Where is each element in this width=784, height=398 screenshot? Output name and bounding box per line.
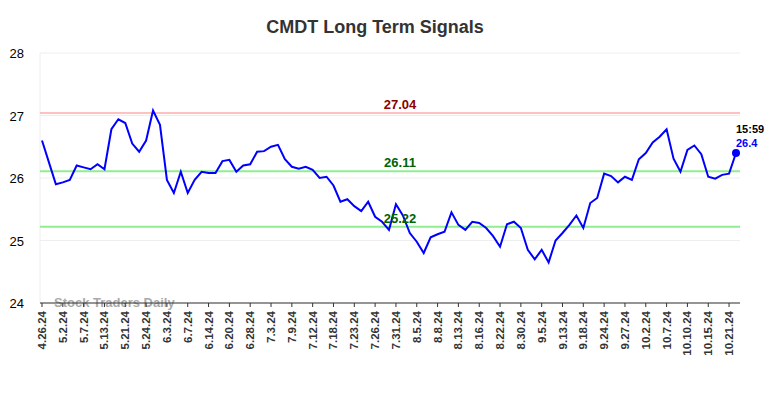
x-tick-label: 6.14.24 [203, 310, 215, 349]
x-tick-label: 7.3.24 [265, 310, 277, 343]
grid-line [40, 303, 740, 304]
plot-group [40, 111, 740, 263]
x-tick-label: 5.2.24 [57, 310, 69, 343]
x-tick-label: 8.5.24 [411, 310, 423, 343]
x-tick-label: 8.13.24 [452, 310, 464, 349]
x-tick [187, 303, 188, 307]
y-tick-label: 27 [10, 109, 24, 124]
x-tick [354, 303, 355, 307]
x-tick-label: 10.2.24 [640, 310, 652, 349]
y-tick-label: 25 [10, 234, 24, 249]
x-tick [125, 303, 126, 307]
x-tick [291, 303, 292, 307]
x-tick [250, 303, 251, 307]
x-tick-label: 6.28.24 [244, 310, 256, 349]
x-tick [708, 303, 709, 307]
reference-label: 26.11 [384, 155, 416, 170]
x-tick-label: 10.15.24 [702, 310, 714, 355]
x-tick [500, 303, 501, 307]
x-tick-label: 7.31.24 [390, 310, 402, 349]
chart: CMDT Long Term Signals2425262728Stock Tr… [0, 0, 784, 398]
x-tick [312, 303, 313, 307]
x-tick [624, 303, 625, 307]
y-tick-label: 26 [10, 171, 24, 186]
x-tick-label: 9.5.24 [536, 310, 548, 343]
reference-label: 25.22 [384, 211, 417, 226]
x-tick [146, 303, 147, 307]
x-tick [375, 303, 376, 307]
x-tick [562, 303, 563, 307]
title: CMDT Long Term Signals [266, 17, 484, 37]
x-tick-label: 9.27.24 [619, 310, 631, 349]
x-tick-label: 6.7.24 [182, 310, 194, 343]
x-axis-line [40, 303, 740, 304]
x-tick-label: 6.3.24 [161, 310, 173, 343]
x-tick [666, 303, 667, 307]
x-tick [229, 303, 230, 307]
x-tick-label: 5.24.24 [140, 310, 152, 349]
x-tick [62, 303, 63, 307]
x-tick-label: 4.26.24 [36, 310, 48, 349]
x-tick [395, 303, 396, 307]
x-tick [83, 303, 84, 307]
grid-line [40, 115, 740, 116]
x-tick-label: 7.18.24 [327, 310, 339, 349]
x-tick-label: 7.9.24 [286, 310, 298, 343]
last-value: 26.4 [736, 137, 758, 149]
x-tick [645, 303, 646, 307]
x-tick-label: 8.8.24 [432, 310, 444, 343]
x-tick-label: 7.26.24 [369, 310, 381, 349]
x-tick [541, 303, 542, 307]
x-tick [687, 303, 688, 307]
grid-line [40, 53, 740, 54]
x-tick-label: 7.12.24 [307, 310, 319, 349]
y-axis-line [40, 53, 41, 303]
x-tick-label: 7.23.24 [348, 310, 360, 349]
x-tick [271, 303, 272, 307]
x-tick [416, 303, 417, 307]
y-tick-label: 24 [10, 296, 24, 311]
last-point [732, 149, 740, 157]
x-tick [583, 303, 584, 307]
x-tick-label: 10.7.24 [661, 310, 673, 349]
grid-line [40, 240, 740, 241]
x-tick-label: 9.18.24 [577, 310, 589, 349]
x-tick-label: 5.13.24 [98, 310, 110, 349]
x-tick-label: 6.20.24 [223, 310, 235, 349]
grid-line [40, 178, 740, 179]
x-tick-label: 5.21.24 [119, 310, 131, 349]
x-tick [479, 303, 480, 307]
x-tick-label: 10.21.24 [723, 310, 735, 355]
reference-line [40, 112, 740, 114]
x-tick-label: 8.16.24 [473, 310, 485, 349]
x-tick [437, 303, 438, 307]
x-tick [333, 303, 334, 307]
x-tick-label: 8.22.24 [494, 310, 506, 349]
last-time: 15:59 [736, 123, 764, 135]
x-tick-label: 8.30.24 [515, 310, 527, 349]
y-tick-label: 28 [10, 46, 24, 61]
x-tick-label: 9.13.24 [557, 310, 569, 349]
x-tick [458, 303, 459, 307]
x-tick [104, 303, 105, 307]
x-tick-label: 5.7.24 [78, 310, 90, 343]
x-tick [604, 303, 605, 307]
x-tick [208, 303, 209, 307]
x-tick [166, 303, 167, 307]
x-tick [729, 303, 730, 307]
reference-label: 27.04 [384, 97, 417, 112]
x-tick-label: 9.24.24 [598, 310, 610, 349]
price-line [42, 111, 736, 263]
x-tick-label: 10.10.24 [681, 310, 693, 355]
x-tick [520, 303, 521, 307]
x-tick [42, 303, 43, 307]
